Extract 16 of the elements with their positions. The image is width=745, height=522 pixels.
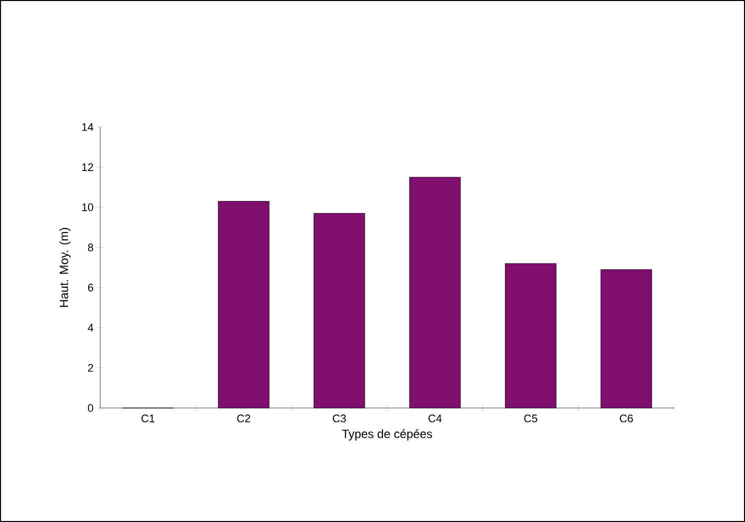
y-tick-label: 12 xyxy=(82,163,94,171)
y-tick-label: 14 xyxy=(82,123,94,131)
y-tick-label: 8 xyxy=(88,244,94,252)
x-tick-label: C6 xyxy=(620,414,633,422)
x-tick-label: C1 xyxy=(142,414,154,422)
y-tick-label: 4 xyxy=(88,324,94,332)
x-axis-title: Types de cépées xyxy=(342,429,432,441)
y-tick-label: 6 xyxy=(88,284,94,292)
x-tick-label: C4 xyxy=(428,414,442,422)
y-axis-title: Haut. Moy. (m) xyxy=(59,228,71,307)
x-tick-label: C3 xyxy=(332,414,346,422)
x-tick-label: C5 xyxy=(524,414,538,422)
y-tick-label: 2 xyxy=(88,364,94,372)
y-tick-label: 0 xyxy=(88,404,94,412)
y-tick-label: 10 xyxy=(82,203,94,212)
x-tick-label: C2 xyxy=(237,414,250,422)
